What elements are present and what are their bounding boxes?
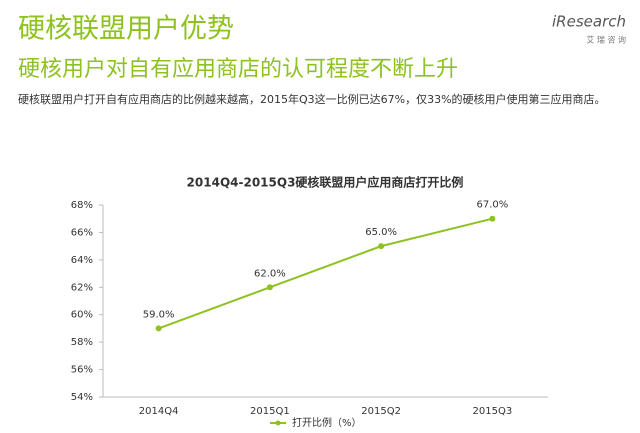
x-tick-label: 2015Q3 (473, 406, 513, 417)
y-tick-label: 58% (71, 337, 93, 348)
y-tick-label: 66% (71, 227, 93, 238)
y-tick-label: 68% (71, 200, 93, 211)
y-tick-label: 64% (71, 255, 93, 266)
point (266, 284, 273, 291)
chart-title: 2014Q4-2015Q3硬核联盟用户应用商店打开比例 (187, 175, 464, 190)
legend-label: 打开比例（%） (292, 416, 362, 429)
x-tick-label: 2015Q1 (250, 406, 290, 417)
data-label: 62.0% (254, 268, 286, 279)
slide-subtitle: 硬核用户对自有应用商店的认可程度不断上升 (18, 57, 458, 82)
y-tick-label: 54% (71, 392, 93, 403)
logo-name: iResearch (552, 13, 626, 31)
y-tick-label: 62% (71, 282, 93, 293)
x-tick-label: 2014Q4 (139, 406, 179, 417)
point (378, 243, 385, 250)
data-label: 67.0% (476, 200, 508, 211)
slide-description: 硬核联盟用户打开自有应用商店的比例越来越高，2015年Q3这一比例已达67%，仅… (18, 92, 606, 106)
y-tick-label: 56% (71, 365, 93, 376)
x-tick-label: 2015Q2 (361, 406, 401, 417)
point (155, 325, 162, 332)
point (489, 215, 496, 222)
legend-marker (275, 420, 281, 426)
data-label: 65.0% (365, 227, 397, 238)
logo-tagline: 艾 瑞 咨 询 (586, 35, 626, 45)
line (158, 217, 493, 330)
y-tick-label: 60% (71, 310, 93, 321)
data-label: 59.0% (143, 309, 175, 320)
slide-title: 硬核联盟用户优势 (18, 14, 234, 45)
